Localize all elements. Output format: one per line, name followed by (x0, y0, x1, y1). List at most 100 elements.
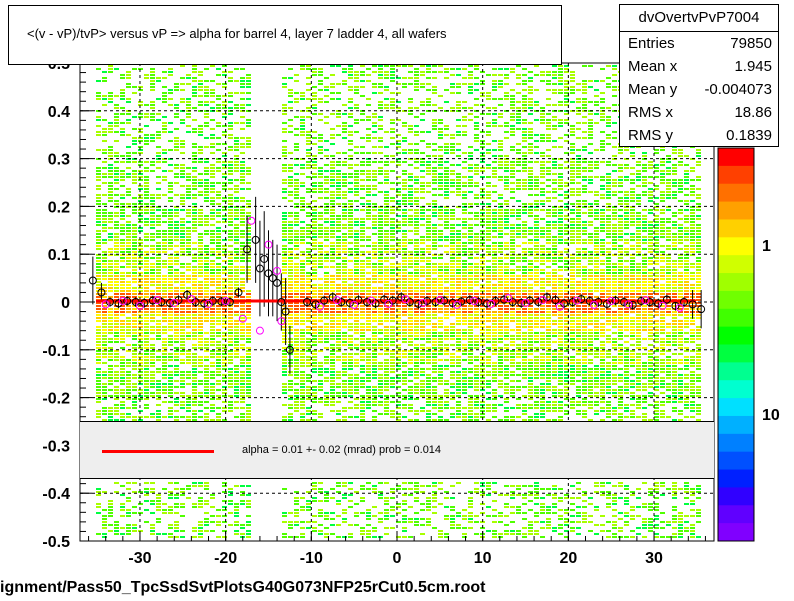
heat-cell (174, 194, 179, 196)
heat-cell (240, 83, 245, 85)
heat-cell (294, 395, 299, 397)
heat-cell (366, 398, 371, 400)
heat-cell (348, 533, 353, 535)
heat-cell (246, 83, 251, 85)
heat-cell (156, 194, 161, 196)
heat-cell (306, 215, 311, 217)
heat-cell (240, 221, 245, 223)
heat-cell (216, 167, 221, 169)
heat-cell (180, 338, 185, 340)
heat-cell (294, 359, 299, 361)
heat-cell (444, 353, 449, 355)
heat-cell (324, 266, 329, 268)
heat-cell (450, 266, 455, 268)
heat-cell (138, 164, 143, 166)
heat-cell (324, 404, 329, 406)
heat-cell (120, 413, 125, 415)
heat-cell (318, 224, 323, 226)
heat-cell (186, 230, 191, 232)
heat-cell (186, 326, 191, 328)
heat-cell (144, 341, 149, 343)
heat-cell (162, 503, 167, 505)
heat-cell (390, 221, 395, 223)
heat-cell (426, 413, 431, 415)
heat-cell (402, 383, 407, 385)
heat-cell (414, 482, 419, 484)
heat-cell (426, 353, 431, 355)
heat-cell (378, 314, 383, 316)
heat-cell (114, 104, 119, 106)
heat-cell (312, 410, 317, 412)
heat-cell (168, 275, 173, 277)
heat-cell (360, 254, 365, 256)
heat-cell (414, 293, 419, 295)
heat-cell (402, 212, 407, 214)
heat-cell (426, 209, 431, 211)
heat-cell (246, 260, 251, 262)
heat-cell (312, 185, 317, 187)
heat-cell (246, 533, 251, 535)
heat-cell (168, 266, 173, 268)
heat-cell (216, 341, 221, 343)
heat-cell (198, 212, 203, 214)
heat-cell (318, 89, 323, 91)
heat-cell (180, 236, 185, 238)
heat-cell (180, 119, 185, 121)
heat-cell (366, 395, 371, 397)
heat-cell (120, 323, 125, 325)
heat-cell (228, 245, 233, 247)
heat-cell (210, 290, 215, 292)
heat-cell (168, 233, 173, 235)
heat-cell (228, 326, 233, 328)
heat-cell (96, 131, 101, 133)
heat-cell (246, 329, 251, 331)
heat-cell (150, 329, 155, 331)
heat-cell (288, 200, 293, 202)
heat-cell (102, 104, 107, 106)
heat-cell (144, 266, 149, 268)
heat-cell (282, 308, 287, 310)
heat-cell (192, 161, 197, 163)
heat-cell (384, 314, 389, 316)
heat-cell (156, 188, 161, 190)
heat-cell (438, 344, 443, 346)
heat-cell (108, 509, 113, 511)
heat-cell (180, 251, 185, 253)
heat-cell (396, 356, 401, 358)
heat-cell (108, 374, 113, 376)
heat-cell (324, 401, 329, 403)
heat-cell (426, 350, 431, 352)
heat-cell (198, 101, 203, 103)
heat-cell (114, 215, 119, 217)
heat-cell (414, 377, 419, 379)
heat-cell (378, 365, 383, 367)
heat-cell (366, 533, 371, 535)
heat-cell (114, 263, 119, 265)
heat-cell (396, 380, 401, 382)
heat-cell (138, 347, 143, 349)
heat-cell (132, 323, 137, 325)
heat-cell (198, 314, 203, 316)
heat-cell (396, 317, 401, 319)
heat-cell (438, 311, 443, 313)
heat-cell (420, 275, 425, 277)
heat-cell (396, 350, 401, 352)
heat-cell (294, 308, 299, 310)
heat-cell (336, 344, 341, 346)
heat-cell (246, 269, 251, 271)
heat-cell (390, 269, 395, 271)
heat-cell (384, 206, 389, 208)
heat-cell (372, 176, 377, 178)
heat-cell (162, 179, 167, 181)
heat-cell (414, 521, 419, 523)
heat-cell (300, 116, 305, 118)
heat-cell (198, 269, 203, 271)
heat-cell (186, 377, 191, 379)
heat-cell (132, 245, 137, 247)
heat-cell (312, 209, 317, 211)
heat-cell (348, 98, 353, 100)
heat-cell (132, 407, 137, 409)
heat-cell (198, 272, 203, 274)
heat-cell (390, 284, 395, 286)
heat-cell (312, 392, 317, 394)
